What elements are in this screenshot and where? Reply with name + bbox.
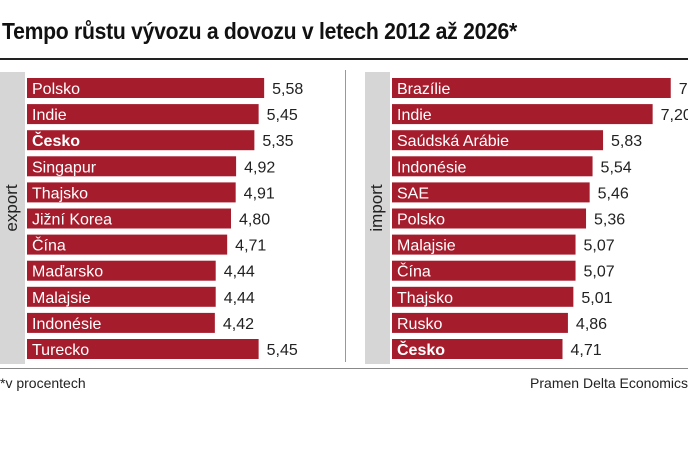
import-category-label-2: Saúdská Arábie [397,133,509,150]
export-category-label-10: Turecko [32,342,89,359]
export-bar-2 [27,130,255,151]
export-value-label-3: 4,92 [244,159,275,176]
import-value-label-10: 4,71 [571,342,602,359]
export-category-label-0: Polsko [32,81,80,98]
import-bar-4 [392,182,590,203]
import-category-label-0: Brazílie [397,81,450,98]
import-bar-0 [392,78,671,98]
export-bar-3 [27,156,237,177]
export-category-label-5: Jižní Korea [32,212,112,229]
footnote: *v procentech [0,375,86,391]
import-category-label-7: Čína [397,262,431,281]
import-bar-3 [392,156,593,177]
export-category-label-2: Česko [32,131,80,150]
import-bar-6 [392,234,576,255]
export-value-label-6: 4,71 [235,238,266,255]
export-value-label-8: 4,44 [224,290,255,307]
import-value-label-0: 7,7 [679,81,688,98]
import-category-label-10: Česko [397,340,445,359]
export-category-label-8: Malajsie [32,290,91,307]
export-bar-8 [27,286,216,307]
bar-charts: Polsko 5,58 Indie 5,45 Česko 5,35 Singapur 4,92… [27,78,688,359]
export-value-label-5: 4,80 [239,212,270,229]
import-category-label-6: Malajsie [397,238,456,255]
panel-divider [345,70,346,362]
import-strip [365,72,390,364]
export-category-label-1: Indie [32,107,67,124]
import-bar-1 [392,104,653,125]
import-category-label-1: Indie [397,107,432,124]
export-bar-7 [27,260,216,281]
import-bar-9 [392,312,568,333]
export-value-label-2: 5,35 [262,133,293,150]
import-value-label-1: 7,20 [661,107,688,124]
import-category-label-9: Rusko [397,316,442,333]
export-bar-4 [27,182,236,203]
import-bar-10 [392,339,563,359]
export-category-label-3: Singapur [32,159,97,176]
export-value-label-7: 4,44 [224,264,255,281]
export-bar-5 [27,208,231,229]
import-value-label-4: 5,46 [598,185,629,202]
import-category-label-4: SAE [397,185,429,202]
import-category-label-5: Polsko [397,212,445,229]
footer-rule [0,368,688,369]
import-bar-7 [392,260,576,281]
export-bar-10 [27,339,259,359]
export-category-label-6: Čína [32,236,66,255]
export-category-label-9: Indonésie [32,316,101,333]
export-value-label-9: 4,42 [223,316,254,333]
export-value-label-10: 5,45 [267,342,298,359]
import-value-label-9: 4,86 [576,316,607,333]
title-rule [0,58,688,60]
export-bar-1 [27,104,259,125]
export-bar-9 [27,312,215,333]
import-bar-2 [392,130,604,151]
chart-title: Tempo růstu vývozu a dovozu v letech 201… [2,18,518,44]
export-value-label-0: 5,58 [272,81,303,98]
import-category-label-3: Indonésie [397,159,466,176]
export-bar-0 [27,78,265,98]
import-value-label-6: 5,07 [584,238,615,255]
import-value-label-5: 5,36 [594,212,625,229]
import-value-label-3: 5,54 [601,159,632,176]
import-value-label-8: 5,01 [581,290,612,307]
export-value-label-1: 5,45 [267,107,298,124]
source-note: Pramen Delta Economics [530,375,688,391]
import-bar-8 [392,286,574,307]
import-bar-5 [392,208,587,229]
export-category-label-4: Thajsko [32,185,88,202]
import-category-label-8: Thajsko [397,290,453,307]
export-strip [0,72,25,364]
export-value-label-4: 4,91 [244,185,275,202]
import-value-label-2: 5,83 [611,133,642,150]
import-value-label-7: 5,07 [584,264,615,281]
export-bar-6 [27,234,228,255]
export-category-label-7: Maďarsko [32,264,103,281]
